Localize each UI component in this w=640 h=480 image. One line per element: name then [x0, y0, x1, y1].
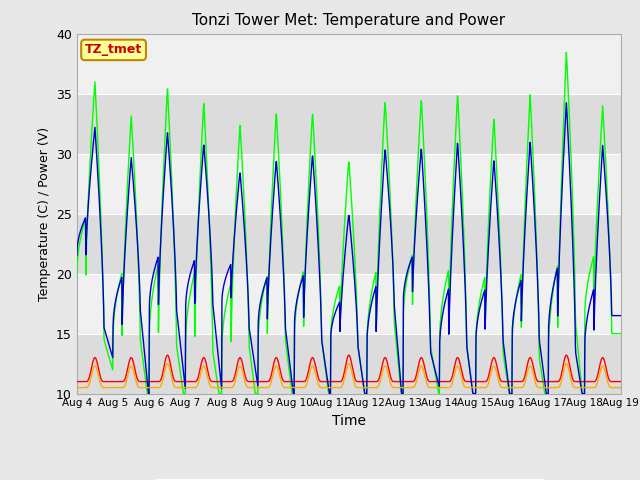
Title: Tonzi Tower Met: Temperature and Power: Tonzi Tower Met: Temperature and Power	[192, 13, 506, 28]
Line: Panel T: Panel T	[77, 52, 621, 394]
Panel T	[617, 331, 625, 336]
Air T	[434, 377, 442, 383]
Air T	[181, 382, 189, 388]
Panel T	[181, 391, 189, 396]
Air T	[145, 391, 152, 396]
Line: Battery V: Battery V	[77, 355, 621, 382]
Battery V	[73, 379, 81, 384]
Bar	[77, 214, 621, 274]
Panel T	[195, 218, 202, 224]
Air T	[617, 313, 625, 319]
Panel T	[73, 273, 81, 279]
Line: Solar V: Solar V	[77, 364, 621, 388]
Panel T	[505, 386, 513, 392]
Bar	[77, 94, 621, 154]
Battery V	[433, 379, 441, 384]
Panel T	[255, 321, 263, 326]
Bar	[77, 274, 621, 334]
Solar V	[180, 385, 188, 391]
Air T	[195, 222, 202, 228]
Text: TZ_tmet: TZ_tmet	[85, 43, 142, 56]
Solar V	[504, 385, 512, 391]
Solar V	[617, 385, 625, 391]
Air T	[553, 269, 561, 275]
Panel T	[563, 49, 570, 55]
Panel T	[143, 391, 151, 396]
Line: Air T: Air T	[77, 103, 621, 394]
Panel T	[553, 267, 561, 273]
Battery V	[504, 379, 512, 384]
Air T	[563, 100, 570, 106]
Air T	[505, 382, 513, 388]
Battery V	[180, 379, 188, 384]
Air T	[73, 252, 81, 258]
X-axis label: Time: Time	[332, 414, 366, 428]
Battery V	[617, 379, 625, 384]
Solar V	[433, 385, 441, 391]
Bar	[77, 34, 621, 94]
Battery V	[194, 375, 202, 381]
Air T	[255, 309, 263, 315]
Panel T	[434, 384, 442, 390]
Bar	[77, 154, 621, 214]
Battery V	[552, 379, 560, 384]
Bar	[77, 334, 621, 394]
Solar V	[194, 382, 202, 387]
Solar V	[552, 385, 560, 391]
Solar V	[255, 385, 262, 391]
Battery V	[255, 379, 262, 384]
Solar V	[563, 361, 570, 367]
Y-axis label: Temperature (C) / Power (V): Temperature (C) / Power (V)	[38, 127, 51, 300]
Solar V	[73, 385, 81, 391]
Legend: Panel T, Battery V, Air T, Solar V: Panel T, Battery V, Air T, Solar V	[154, 479, 544, 480]
Battery V	[563, 352, 570, 358]
